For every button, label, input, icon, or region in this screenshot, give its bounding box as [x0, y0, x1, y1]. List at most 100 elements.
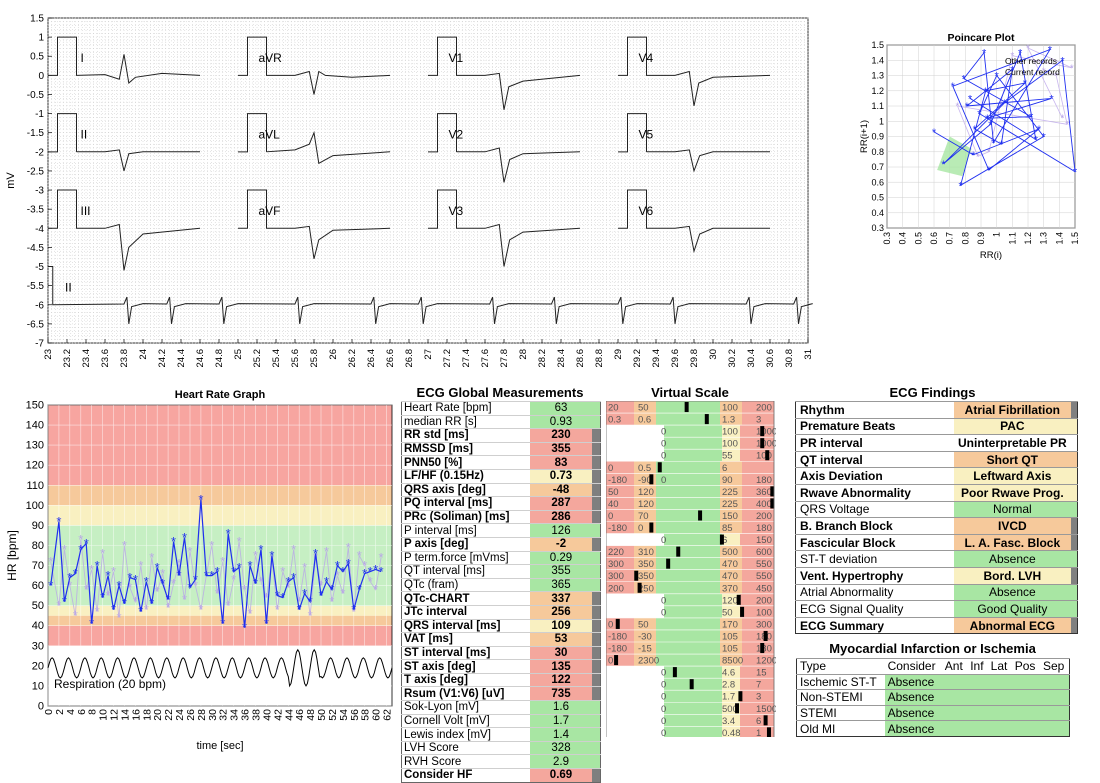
ecg-xtick-label: 23.8	[119, 349, 130, 368]
hr-current-point: *	[286, 574, 291, 589]
poincare-xtick-label: 0.5	[913, 232, 923, 245]
ecg-xtick-label: 30.2	[727, 349, 738, 368]
poincare-ytick-label: 0.7	[871, 162, 884, 172]
virtual-scale-tick-label: 300	[608, 559, 624, 570]
virtual-scale-tick-label: 310	[638, 547, 654, 558]
hr-title: Heart Rate Graph	[175, 389, 266, 401]
measurement-label: Sok-Lyon [mV]	[401, 700, 530, 715]
hr-current-point: *	[258, 542, 263, 557]
virtual-scale-segment	[720, 629, 742, 642]
finding-value: Absence	[954, 550, 1071, 568]
measurement-flag	[592, 482, 601, 497]
virtual-scale-segment	[742, 642, 774, 655]
virtual-scale-tick-label: 180	[756, 475, 772, 486]
virtual-scale-tick-label: 0	[661, 427, 666, 438]
ecg-ylabel: mV	[5, 172, 17, 189]
virtual-scale-segment	[720, 642, 742, 655]
measurement-label: T axis [deg]	[401, 672, 530, 687]
ecg-xtick-label: 23	[43, 349, 54, 360]
measurement-label: Cornell Volt [mV]	[401, 713, 530, 728]
hr-other-point: *	[357, 548, 362, 563]
virtual-scale-segment	[634, 642, 656, 655]
virtual-scale-tick-label: 200	[756, 595, 772, 606]
finding-row: Fascicular Block L. A. Fasc. Block	[795, 533, 1078, 551]
virtual-scale-segment	[722, 714, 740, 727]
hr-other-point: *	[84, 582, 89, 597]
hr-current-point: *	[78, 542, 83, 557]
mi-value: Absence	[884, 673, 1070, 690]
hr-other-point: *	[171, 576, 176, 591]
measurement-row: ST interval [ms] 30	[401, 645, 601, 660]
virtual-scale-row: 0 0.5 6	[606, 460, 774, 474]
virtual-scale-segment	[656, 581, 720, 594]
virtual-scale-segment	[606, 449, 664, 462]
virtual-scale-segment	[742, 557, 774, 570]
hr-xtick-label: 26	[185, 709, 197, 721]
hr-xtick-label: 8	[87, 709, 99, 715]
ecg-xtick-label: 24.6	[195, 349, 206, 368]
virtual-scale-segment	[606, 557, 634, 570]
virtual-scale-segment	[606, 666, 664, 679]
virtual-scale-tick-label: 15	[756, 668, 767, 679]
ecg-lead-label: V3	[449, 204, 464, 218]
virtual-scale-tick-label: 105	[722, 644, 738, 655]
finding-value: Leftward Axis	[954, 467, 1071, 485]
finding-value: PAC	[954, 417, 1071, 435]
measurement-label: Rsum (V1:V6) [uV]	[401, 686, 530, 701]
measurement-value: 355	[530, 441, 592, 456]
hr-ytick-label: 80	[32, 540, 44, 552]
virtual-scale-frame	[606, 401, 775, 737]
hr-current-point: *	[373, 562, 378, 577]
measurement-value: 0.29	[530, 550, 592, 565]
virtual-scale-marker	[676, 546, 681, 557]
finding-flag	[1070, 583, 1078, 601]
hr-respiration-trace	[47, 648, 393, 688]
virtual-scale-segment	[634, 617, 656, 630]
hr-current-point: *	[362, 566, 367, 581]
virtual-scale-segment	[664, 425, 722, 438]
hr-other-point: *	[166, 600, 171, 615]
virtual-scale-segment	[722, 593, 740, 606]
ecg-xtick-label: 27.2	[442, 349, 453, 368]
virtual-scale-tick-label: 0	[661, 680, 666, 691]
poincare-xtick-label: 0.7	[945, 232, 955, 245]
measurement-label: QTc (fram)	[401, 577, 530, 592]
ecg-lead-trace	[48, 113, 200, 172]
poincare-ytick-label: 0.5	[871, 193, 884, 203]
ecg-lead-trace	[618, 113, 770, 173]
virtual-scale-tick-label: 550	[756, 559, 772, 570]
ecg-xtick-label: 29	[613, 349, 624, 360]
virtual-scale-tick-label: -180	[608, 631, 627, 642]
ecg-lead-trace	[238, 36, 391, 95]
measurement-flag	[592, 686, 601, 701]
virtual-scale-tick-label: 225	[722, 499, 738, 510]
finding-flag	[1070, 483, 1078, 502]
virtual-scale-segment	[634, 401, 656, 414]
mi-header-cell: Lat	[987, 658, 1012, 675]
hr-current-point: *	[56, 514, 61, 529]
virtual-scale-row: 0 50 100	[606, 605, 774, 618]
hr-other-point: *	[209, 538, 214, 553]
virtual-scale-tick-label: 0	[661, 451, 666, 462]
hr-current-point: *	[346, 556, 351, 571]
virtual-scale-tick-label: 50	[638, 403, 649, 414]
virtual-scale-segment	[720, 521, 742, 534]
ecg-xtick-label: 30.4	[746, 349, 757, 368]
ecg-ytick-label: -3.5	[27, 205, 45, 216]
virtual-scale-segment	[720, 401, 742, 414]
ecg-xtick-label: 29.4	[651, 349, 662, 368]
findings-table: Rhythm Atrial Fibrillation Premature Beats…	[795, 401, 1078, 635]
ecg-xtick-label: 29.8	[689, 349, 700, 368]
ecg-lead-label: V4	[639, 51, 654, 65]
poincare-current-point: *	[962, 74, 967, 86]
ecg-xtick-label: 24.2	[157, 349, 168, 368]
virtual-scale-segment	[606, 593, 664, 606]
ecg-ytick-label: -4.5	[27, 243, 45, 254]
virtual-scale-marker	[637, 582, 642, 593]
poincare-current-point: *	[968, 93, 973, 105]
virtual-scale-tick-label: 20	[608, 403, 619, 414]
poincare-current-point: *	[1037, 124, 1042, 136]
ecg-xtick-label: 26.2	[347, 349, 358, 368]
measurement-label: QRS interval [ms]	[401, 618, 530, 633]
virtual-scale-tick-label: 0	[661, 535, 666, 546]
